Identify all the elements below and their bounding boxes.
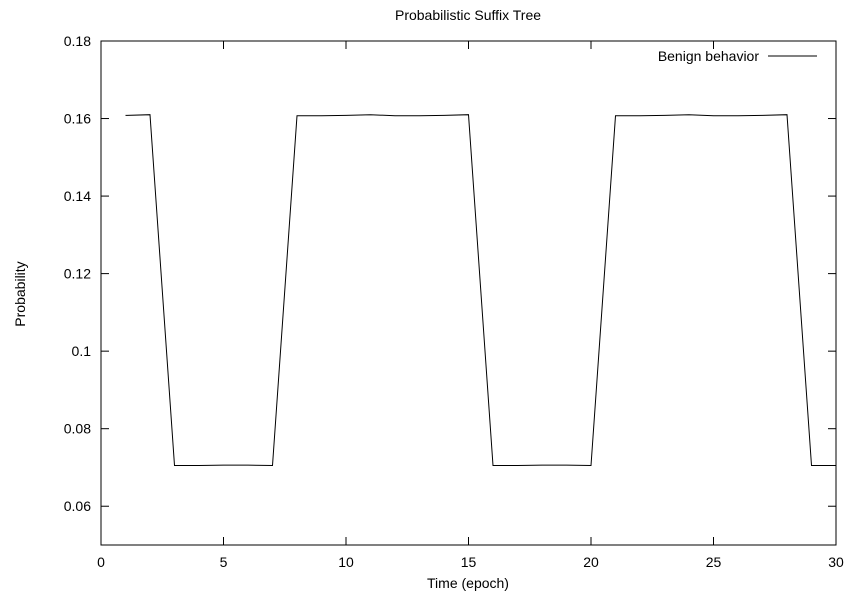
y-tick-label: 0.16 [64, 111, 91, 127]
y-tick-label: 0.12 [64, 266, 91, 282]
y-axis: 0.06 0.08 0.1 0.12 0.14 0.16 0.18 [64, 33, 836, 514]
x-axis-label: Time (epoch) [427, 575, 509, 591]
y-tick-label: 0.08 [64, 421, 91, 437]
series-line-benign-behavior [125, 114, 836, 467]
x-tick-label: 0 [97, 554, 105, 570]
x-tick-label: 30 [828, 554, 844, 570]
series-layer [125, 114, 836, 467]
y-tick-label: 0.14 [64, 188, 91, 204]
x-tick-label: 20 [583, 554, 599, 570]
y-tick-label: 0.06 [64, 498, 91, 514]
y-tick-label: 0.1 [72, 343, 92, 359]
x-tick-label: 25 [706, 554, 722, 570]
legend: Benign behavior [658, 48, 817, 64]
y-axis-label: Probability [12, 261, 28, 326]
x-tick-label: 5 [220, 554, 228, 570]
x-axis: 0 5 10 15 20 25 30 [97, 41, 844, 570]
x-tick-label: 15 [461, 554, 477, 570]
y-tick-label: 0.18 [64, 33, 91, 49]
legend-label: Benign behavior [658, 48, 760, 64]
x-tick-label: 10 [338, 554, 354, 570]
chart-title: Probabilistic Suffix Tree [395, 7, 541, 23]
